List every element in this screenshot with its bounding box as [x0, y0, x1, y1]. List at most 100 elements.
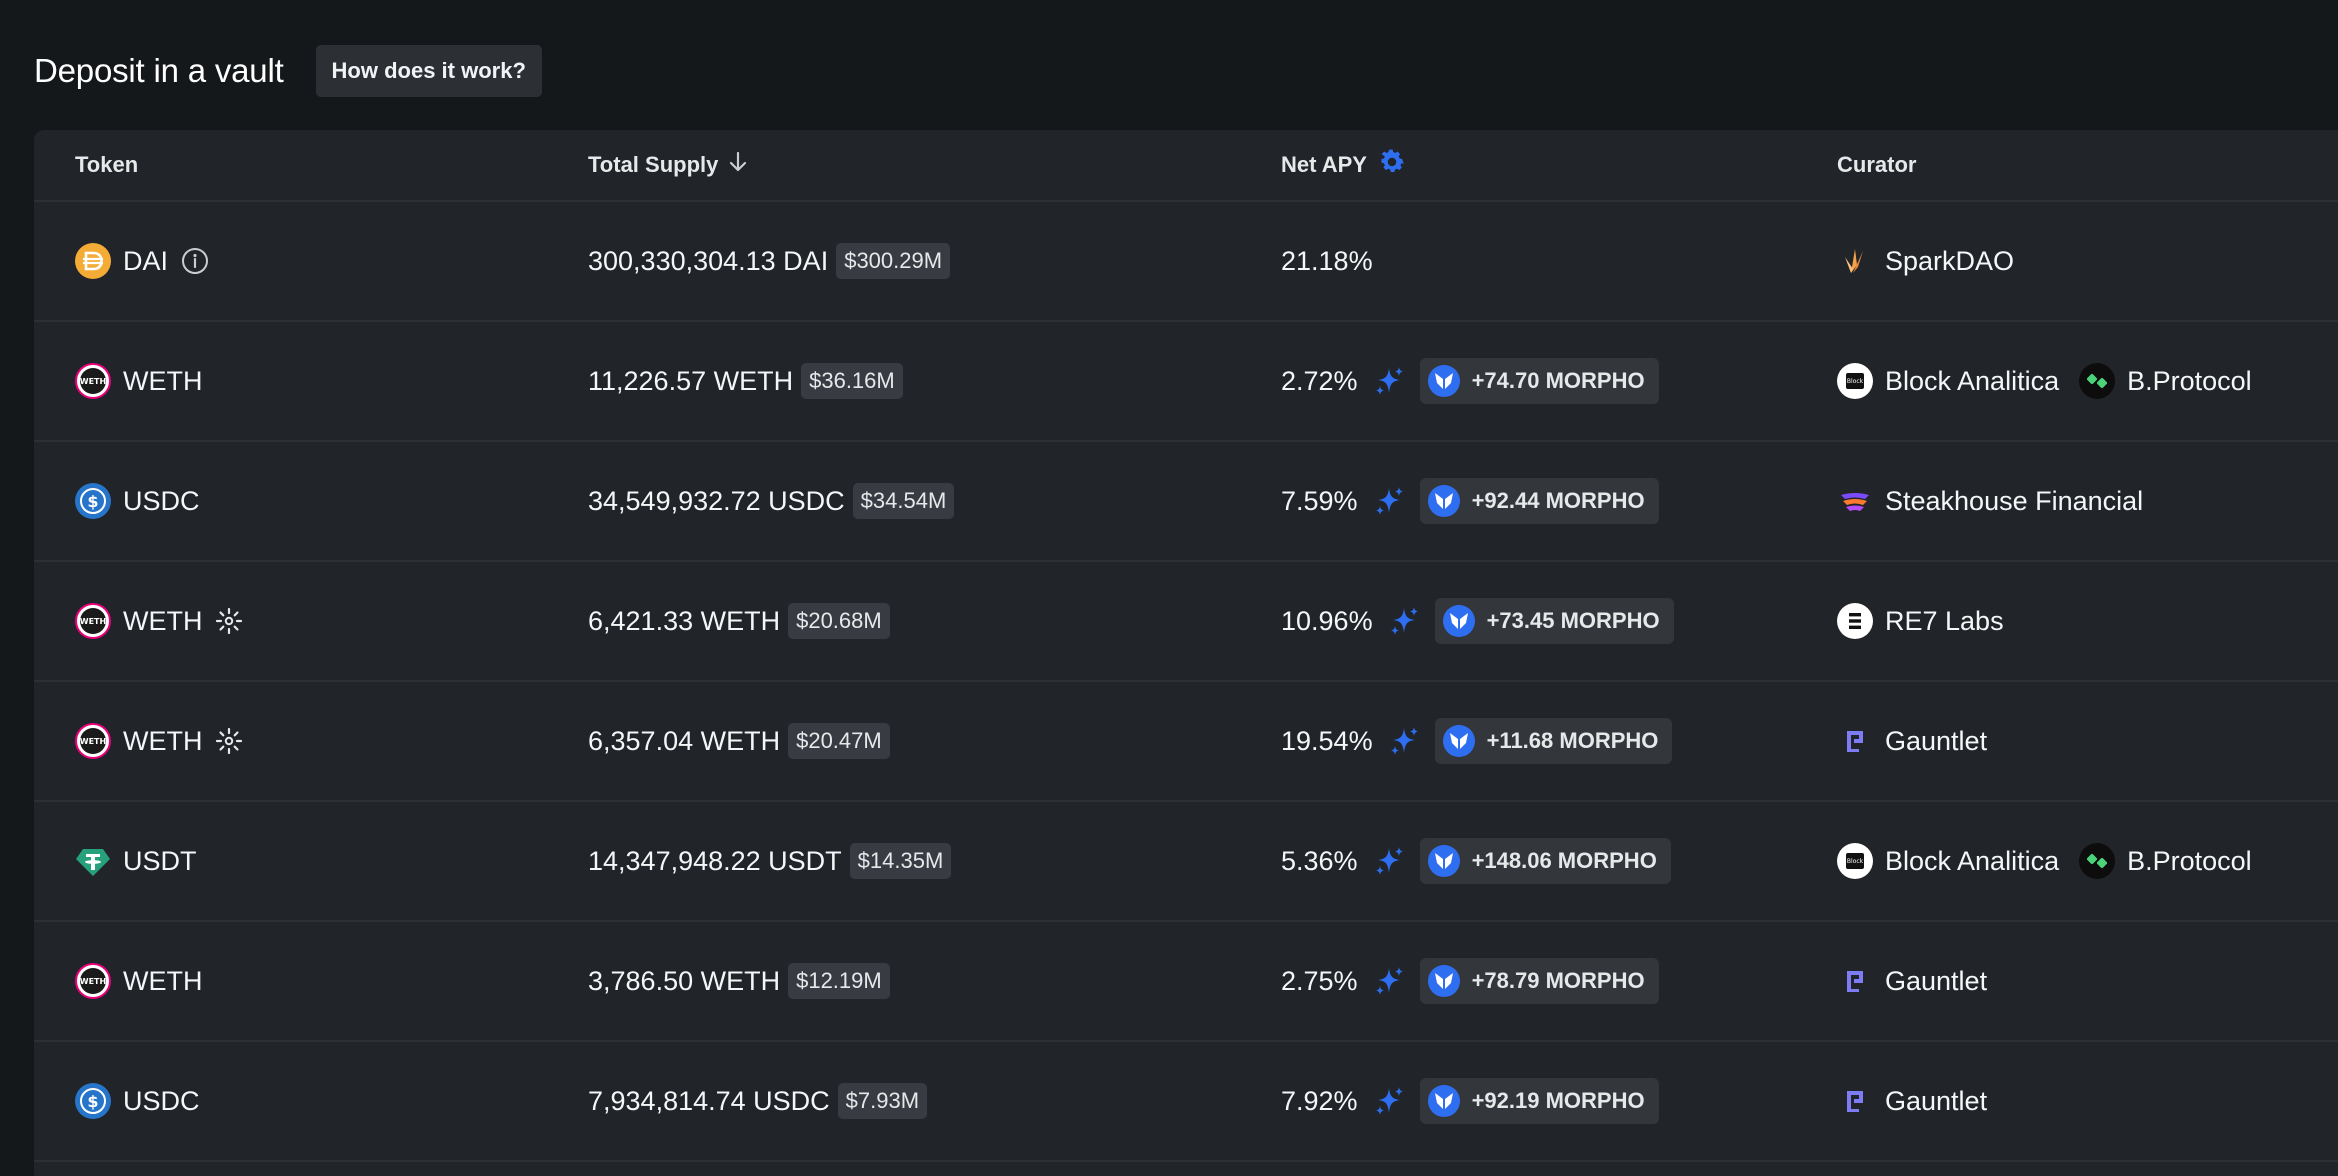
- table-row[interactable]: WETH WETH 11,226.57 WETH $36.16M 2.72% +…: [34, 322, 2338, 442]
- column-header-total-supply-label: Total Supply: [588, 152, 719, 177]
- total-supply-amount: 6,421.33 WETH: [588, 605, 781, 636]
- curator-name: Gauntlet: [1885, 965, 1988, 996]
- curator-bprotocol[interactable]: B.Protocol: [2079, 843, 2252, 879]
- svg-text:WETH: WETH: [80, 977, 106, 986]
- usd-value-badge: $14.35M: [849, 843, 952, 879]
- reward-amount: +92.44 MORPHO: [1471, 488, 1645, 513]
- gear-icon[interactable]: [1377, 147, 1407, 183]
- total-supply-cell: 34,549,932.72 USDC $34.54M: [588, 442, 955, 560]
- net-apy-cell: 2.75% +78.79 MORPHO: [1281, 922, 1659, 1040]
- reward-badge[interactable]: +148.06 MORPHO: [1419, 838, 1671, 884]
- table-row[interactable]: $ USDC 34,549,932.72 USDC $34.54M 7.59% …: [34, 442, 2338, 562]
- spark-logo-icon: [1837, 243, 1873, 279]
- table-row[interactable]: $ USDC 7,934,814.74 USDC $7.93M 7.92% +9…: [34, 1042, 2338, 1162]
- token-cell: WETH WETH: [75, 922, 202, 1040]
- curator-spark[interactable]: SparkDAO: [1837, 243, 2014, 279]
- re7-logo-icon: [1837, 603, 1873, 639]
- total-supply-cell: 11,226.57 WETH $36.16M: [588, 322, 903, 440]
- column-header-net-apy-label: Net APY: [1281, 152, 1367, 177]
- curator-cell: Steakhouse Financial: [1837, 442, 2143, 560]
- usd-value-badge: $20.47M: [788, 723, 890, 759]
- table-row[interactable]: WETH WETH 3,786.50 WETH $12.19M 2.75% +7…: [34, 922, 2338, 1042]
- total-supply-amount: 300,330,304.13 DAI: [588, 245, 829, 276]
- bprotocol-logo-icon: [2079, 843, 2116, 879]
- total-supply-amount: 6,357.04 WETH: [588, 725, 781, 756]
- table-row[interactable]: DAI 300,330,304.13 DAI $300.29M 21.18% S…: [34, 202, 2338, 322]
- gauntlet-logo-icon: [1837, 723, 1873, 759]
- curator-re7[interactable]: RE7 Labs: [1837, 603, 2004, 639]
- column-header-net-apy[interactable]: Net APY: [1281, 147, 1407, 183]
- net-apy-cell: 10.96% +73.45 MORPHO: [1281, 562, 1674, 680]
- curator-cell: Gauntlet: [1837, 682, 1987, 800]
- sparkle-icon: [1372, 844, 1406, 878]
- token-cell: WETH WETH: [75, 322, 202, 440]
- curator-name: B.Protocol: [2127, 365, 2252, 396]
- table-body: DAI 300,330,304.13 DAI $300.29M 21.18% S…: [34, 202, 2338, 1162]
- curator-block[interactable]: Block Block Analitica: [1837, 363, 2059, 399]
- usdc-token-icon: $: [75, 1083, 111, 1119]
- curator-block[interactable]: Block Block Analitica: [1837, 843, 2059, 879]
- token-cell: $ USDC: [75, 442, 200, 560]
- token-symbol: WETH: [123, 605, 203, 636]
- reward-badge[interactable]: +74.70 MORPHO: [1419, 358, 1659, 404]
- vaults-table: Token Total Supply Net APY Curator DAI 3…: [34, 130, 2338, 1176]
- net-apy-value: 10.96%: [1281, 605, 1373, 636]
- total-supply-amount: 14,347,948.22 USDT: [588, 845, 842, 876]
- column-header-total-supply[interactable]: Total Supply: [588, 150, 748, 180]
- net-apy-value: 2.75%: [1281, 965, 1358, 996]
- info-icon[interactable]: [180, 246, 210, 276]
- usd-value-badge: $300.29M: [836, 243, 951, 279]
- arrow-down-icon: [728, 150, 748, 180]
- curator-gauntlet[interactable]: Gauntlet: [1837, 963, 1987, 999]
- column-header-curator[interactable]: Curator: [1837, 152, 1916, 178]
- curator-gauntlet[interactable]: Gauntlet: [1837, 1083, 1987, 1119]
- svg-text:WETH: WETH: [80, 617, 106, 626]
- net-apy-cell: 2.72% +74.70 MORPHO: [1281, 322, 1659, 440]
- table-row[interactable]: USDT 14,347,948.22 USDT $14.35M 5.36% +1…: [34, 802, 2338, 922]
- net-apy-value: 7.59%: [1281, 485, 1358, 516]
- curator-steakhouse[interactable]: Steakhouse Financial: [1837, 483, 2143, 519]
- curator-cell: Block Block Analitica B.Protocol: [1837, 322, 2252, 440]
- morpho-butterfly-icon: [1427, 965, 1460, 997]
- total-supply-cell: 6,421.33 WETH $20.68M: [588, 562, 890, 680]
- sparkle-icon: [1387, 604, 1421, 638]
- table-row[interactable]: WETH WETH 6,421.33 WETH $20.68M 10.96% +…: [34, 562, 2338, 682]
- curator-cell: Gauntlet: [1837, 1042, 1987, 1160]
- usd-value-badge: $20.68M: [788, 603, 890, 639]
- usd-value-badge: $34.54M: [852, 483, 955, 519]
- reward-badge[interactable]: +92.44 MORPHO: [1419, 478, 1659, 524]
- token-cell: WETH WETH: [75, 682, 244, 800]
- curator-name: Block Analitica: [1885, 365, 2060, 396]
- total-supply-cell: 6,357.04 WETH $20.47M: [588, 682, 890, 800]
- reward-badge[interactable]: +73.45 MORPHO: [1434, 598, 1674, 644]
- total-supply-cell: 7,934,814.74 USDC $7.93M: [588, 1042, 928, 1160]
- reward-badge[interactable]: +92.19 MORPHO: [1419, 1078, 1659, 1124]
- curator-name: RE7 Labs: [1885, 605, 2004, 636]
- column-header-curator-label: Curator: [1837, 152, 1917, 177]
- curator-gauntlet[interactable]: Gauntlet: [1837, 723, 1987, 759]
- dai-token-icon: [75, 243, 111, 279]
- net-apy-value: 7.92%: [1281, 1085, 1358, 1116]
- net-apy-value: 2.72%: [1281, 365, 1358, 396]
- total-supply-amount: 7,934,814.74 USDC: [588, 1085, 830, 1116]
- token-symbol: USDC: [123, 485, 200, 516]
- table-row[interactable]: WETH WETH 6,357.04 WETH $20.47M 19.54% +…: [34, 682, 2338, 802]
- reward-amount: +148.06 MORPHO: [1471, 848, 1657, 873]
- reward-badge[interactable]: +78.79 MORPHO: [1419, 958, 1659, 1004]
- curator-bprotocol[interactable]: B.Protocol: [2079, 363, 2252, 399]
- sparkle-icon: [1372, 484, 1406, 518]
- net-apy-cell: 19.54% +11.68 MORPHO: [1281, 682, 1673, 800]
- usdt-token-icon: [75, 843, 111, 879]
- reward-amount: +92.19 MORPHO: [1471, 1088, 1645, 1113]
- net-apy-cell: 7.59% +92.44 MORPHO: [1281, 442, 1659, 560]
- usd-value-badge: $7.93M: [837, 1083, 928, 1119]
- sparkle-icon: [1372, 1084, 1406, 1118]
- reward-badge[interactable]: +11.68 MORPHO: [1434, 718, 1673, 764]
- svg-text:$: $: [87, 1092, 98, 1111]
- curator-cell: SparkDAO: [1837, 202, 2014, 320]
- sparkle-icon: [1372, 364, 1406, 398]
- how-it-works-button[interactable]: How does it work?: [315, 45, 542, 97]
- column-header-token[interactable]: Token: [75, 152, 138, 178]
- net-apy-value: 21.18%: [1281, 245, 1373, 276]
- reward-amount: +73.45 MORPHO: [1486, 608, 1660, 633]
